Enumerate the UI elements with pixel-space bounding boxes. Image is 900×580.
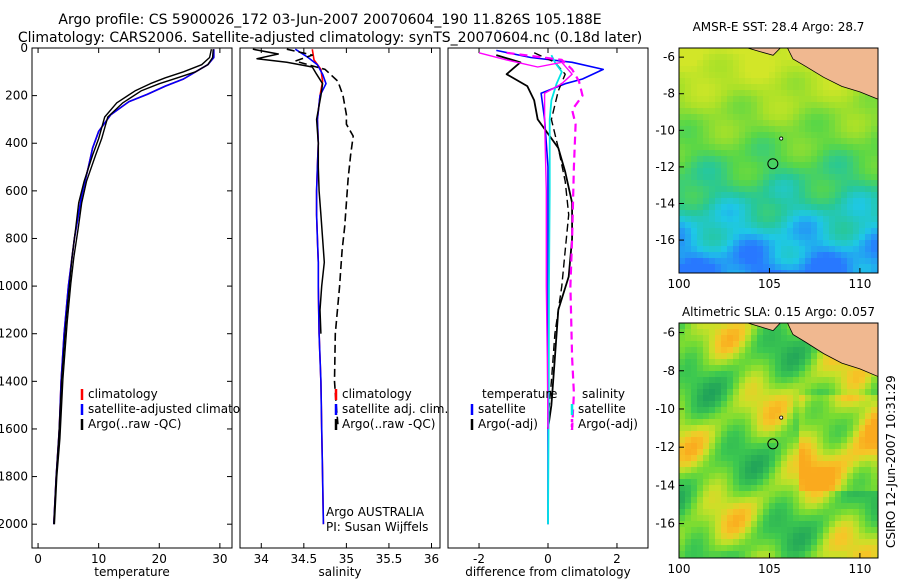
y-tick-label: -12 [655, 160, 675, 174]
y-tick-label: 0 [20, 41, 28, 55]
x-tick-label: 110 [848, 562, 871, 576]
legend-label: Argo(-adj) [478, 417, 538, 431]
x-tick-label: 105 [758, 277, 781, 291]
series-line-3 [547, 54, 563, 525]
y-tick-label: 800 [5, 231, 28, 245]
x-tick-label: 10 [91, 552, 106, 566]
y-tick-label: -6 [663, 326, 675, 340]
series-line-1 [496, 54, 573, 430]
legend-label: satellite adj. clim. [342, 402, 448, 416]
x-axis-label: difference from climatology [465, 565, 631, 579]
legend-label: Argo(-adj) [578, 417, 638, 431]
legend-label: satellite [478, 402, 526, 416]
x-tick-label: 100 [668, 277, 691, 291]
x-tick-label: 105 [758, 562, 781, 576]
map-sst: AMSR-E SST: 28.4 Argo: 28.7 100 105 110 -6 -8… [655, 20, 879, 291]
plot-frame [239, 47, 441, 549]
y-tick-label: -16 [655, 517, 675, 531]
profile-location-marker [767, 158, 779, 170]
series-line-2 [252, 48, 326, 334]
x-tick-label: 34 [254, 552, 269, 566]
y-tick-label: -10 [655, 123, 675, 137]
map-frame [678, 47, 879, 274]
legend-label: Argo(..raw -QC) [88, 417, 181, 431]
series-line-3 [286, 48, 354, 425]
y-tick-label: 1000 [0, 279, 28, 293]
series-line-2 [533, 52, 570, 420]
annotation-text: PI: Susan Wijffels [326, 520, 428, 534]
series-line-4 [478, 52, 573, 430]
x-tick-label: 34.5 [290, 552, 317, 566]
x-tick-label: 35.5 [376, 552, 403, 566]
map-frame [678, 322, 879, 559]
x-tick-label: -2 [473, 552, 485, 566]
plot-frame [31, 47, 233, 549]
y-tick-label: -8 [663, 87, 675, 101]
y-tick-label: -12 [655, 440, 675, 454]
x-tick-label: 110 [848, 277, 871, 291]
y-tick-label: -14 [655, 196, 675, 210]
series-line-1 [294, 48, 327, 525]
x-axis-label: temperature [94, 565, 169, 579]
title-line-2: Climatology: CARS2006. Satellite-adjuste… [17, 30, 643, 46]
y-tick-label: 600 [5, 184, 28, 198]
y-tick-label: 200 [5, 89, 28, 103]
y-tick-label: -16 [655, 233, 675, 247]
land-java [787, 323, 878, 377]
chart-salinity: 34 34.5 35 35.5 36 salinity climatologysatelli… [239, 47, 448, 579]
x-tick-label: 100 [668, 562, 691, 576]
y-tick-label: -10 [655, 402, 675, 416]
x-tick-label: 0 [544, 552, 552, 566]
timestamp-stamp: CSIRO 12-Jun-2007 10:31:29 [884, 375, 898, 548]
legend-label: climatology [88, 387, 158, 401]
series-line-2 [53, 49, 213, 525]
map-field [679, 323, 878, 558]
series-line-5 [506, 51, 584, 430]
x-tick-label: 36 [424, 552, 439, 566]
title-line-1: Argo profile: CS 5900026_172 03-Jun-2007… [58, 12, 602, 28]
christmas-island [779, 415, 784, 420]
legend-label: temperature [482, 387, 557, 401]
x-tick-label: 2 [613, 552, 621, 566]
land-sumatra [747, 48, 781, 56]
legend-label: Argo(..raw -QC) [342, 417, 435, 431]
y-tick-label: -8 [663, 364, 675, 378]
y-tick-label: 2000 [0, 517, 28, 531]
chart-temperature: 0 10 20 30 0 200 400 600 800 1000 1200 1400 1600 1800… [0, 41, 266, 579]
annotation-text: Argo AUSTRALIA [326, 505, 425, 519]
x-axis-label: salinity [318, 565, 361, 579]
y-tick-label: 1600 [0, 422, 28, 436]
christmas-island [779, 136, 784, 141]
x-tick-label: 30 [212, 552, 227, 566]
map-field [679, 48, 878, 273]
land-java [787, 48, 878, 100]
y-tick-label: 1800 [0, 470, 28, 484]
map-title: AMSR-E SST: 28.4 Argo: 28.7 [693, 20, 865, 34]
profile-location-marker [767, 438, 779, 450]
y-tick-label: 1200 [0, 327, 28, 341]
map-sla: Altimetric SLA: 0.15 Argo: 0.057 100 105 11… [655, 305, 879, 576]
y-tick-label: 400 [5, 136, 28, 150]
x-tick-label: 35 [339, 552, 354, 566]
y-tick-label: 1400 [0, 374, 28, 388]
legend-label: climatology [342, 387, 412, 401]
x-tick-label: 0 [34, 552, 42, 566]
x-tick-label: 20 [152, 552, 167, 566]
legend-label: salinity [582, 387, 625, 401]
map-title: Altimetric SLA: 0.15 Argo: 0.057 [682, 305, 875, 319]
land-sumatra [747, 323, 781, 332]
legend-label: satellite-adjusted climatology [88, 402, 266, 416]
y-tick-label: -6 [663, 50, 675, 64]
series-line-3 [53, 49, 214, 525]
legend-label: satellite [578, 402, 626, 416]
y-tick-label: -14 [655, 478, 675, 492]
